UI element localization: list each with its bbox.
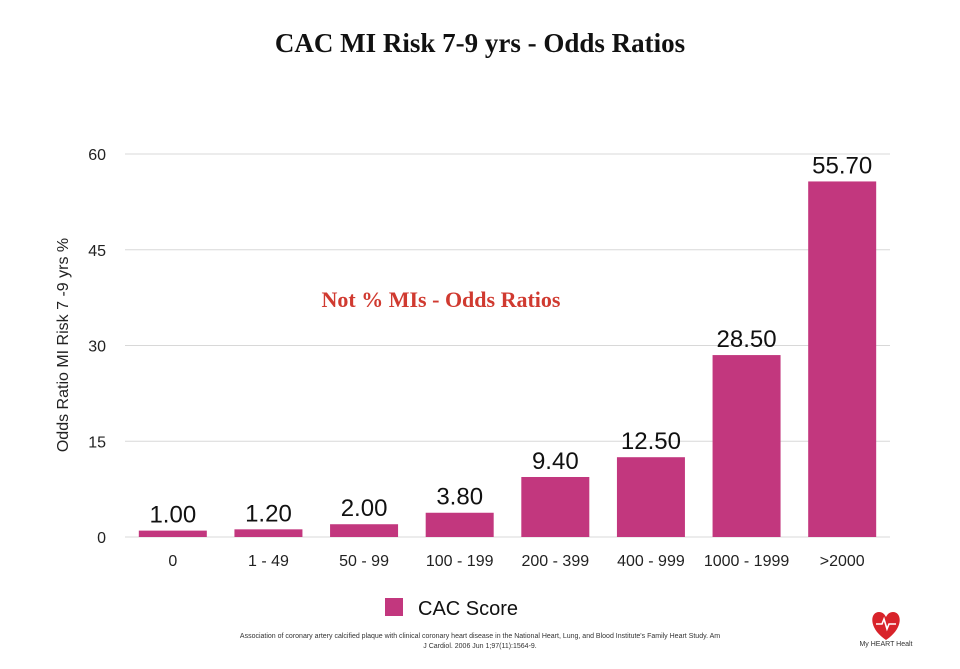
bars: [138, 181, 877, 537]
data-label: 2.00: [341, 495, 388, 522]
legend-swatch: [385, 598, 403, 616]
bar: [138, 530, 207, 537]
chart-title: CAC MI Risk 7-9 yrs - Odds Ratios: [274, 28, 686, 58]
y-tick-label: 30: [88, 339, 106, 356]
x-tick-label: 50 - 99: [339, 553, 389, 570]
citation-line-1: Association of coronary artery calcified…: [239, 633, 721, 640]
y-tick-label: 60: [88, 147, 106, 164]
bar: [616, 457, 685, 537]
bar: [808, 181, 877, 537]
x-tick-label: 100 - 199: [426, 553, 494, 570]
legend: CAC Score: [385, 598, 518, 620]
heart-icon: [872, 612, 900, 640]
bar: [234, 529, 303, 537]
brand-logo: My HEART Healt: [846, 607, 926, 657]
bar: [712, 355, 781, 537]
y-tick-label: 45: [88, 243, 106, 260]
data-label: 55.70: [812, 152, 872, 179]
citation: Association of coronary artery calcified…: [140, 632, 820, 652]
y-tick-label: 0: [97, 530, 106, 547]
bar: [330, 524, 399, 537]
annotation-note: Not % MIs - Odds Ratios: [322, 287, 561, 312]
x-tick-label: 0: [168, 553, 177, 570]
data-label: 1.20: [245, 500, 292, 527]
x-tick-label: 1 - 49: [248, 553, 289, 570]
y-axis-label: Odds Ratio MI Risk 7 -9 yrs %: [55, 238, 72, 452]
data-label: 3.80: [436, 484, 483, 511]
legend-label: CAC Score: [418, 598, 518, 620]
citation-line-2: J Cardiol. 2006 Jun 1;97(11):1564-9.: [423, 643, 537, 650]
data-label: 9.40: [532, 448, 579, 475]
data-label: 12.50: [621, 428, 681, 455]
y-tick-label: 15: [88, 434, 106, 451]
x-axis-ticks: 0 1 - 49 50 - 99 100 - 199 200 - 399 400 - 99…: [168, 553, 864, 570]
data-label: 1.00: [149, 502, 196, 529]
data-label: 28.50: [717, 326, 777, 353]
x-tick-label: 1000 - 1999: [704, 553, 790, 570]
x-tick-label: 200 - 399: [522, 553, 590, 570]
bar: [521, 476, 590, 537]
x-tick-label: >2000: [820, 553, 865, 570]
x-tick-label: 400 - 999: [617, 553, 685, 570]
data-labels: 1.00 1.20 2.00 3.80 9.40 12.50 28.50 55.70: [149, 152, 872, 528]
y-axis-ticks: 0 15 30 45 60: [88, 147, 106, 547]
bar: [425, 512, 494, 537]
logo-text: My HEART Healt: [859, 641, 913, 648]
